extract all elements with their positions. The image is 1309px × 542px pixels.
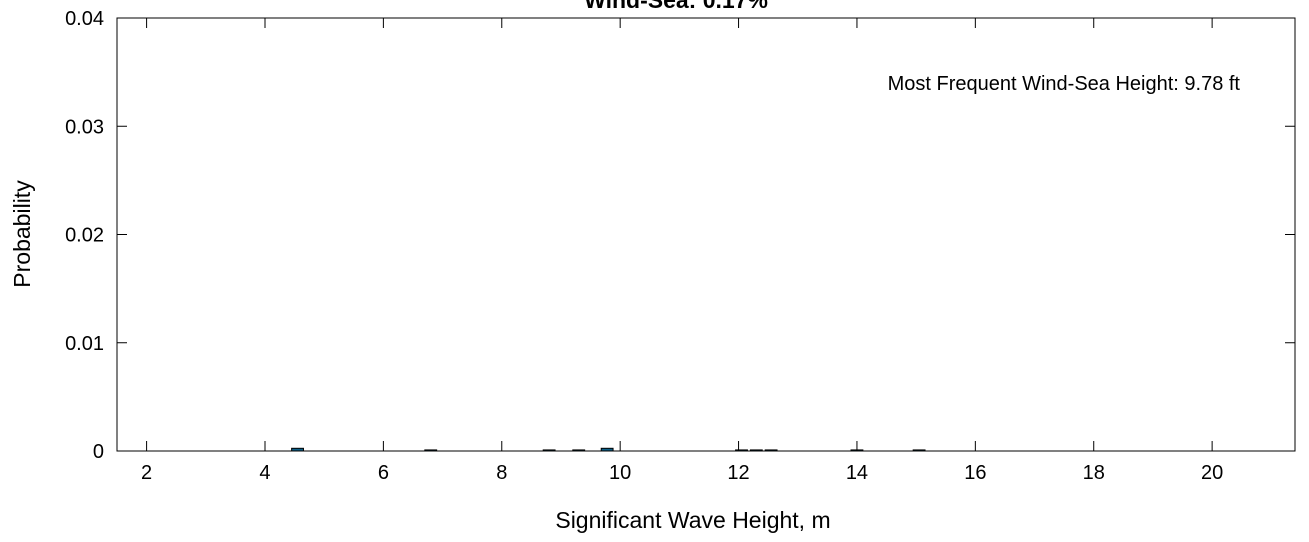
x-tick-label-4: 10	[609, 462, 631, 484]
x-tick-label-5: 12	[727, 462, 749, 484]
plot-area	[116, 17, 1296, 452]
plot-frame	[116, 17, 1296, 452]
y-axis-label: Probability	[9, 180, 35, 288]
y-tick-label-1: 0.01	[65, 333, 104, 355]
chart-title: Wind-Sea: 0.17%	[584, 0, 768, 13]
bar-3	[572, 449, 586, 452]
x-axis-label: Significant Wave Height, m	[555, 507, 830, 533]
annotation-most-frequent-height: Most Frequent Wind-Sea Height: 9.78 ft	[888, 73, 1241, 95]
x-tick-label-2: 6	[378, 462, 389, 484]
bar-5	[735, 449, 748, 452]
y-tick-label-3: 0.03	[65, 116, 104, 138]
x-tick-label-3: 8	[496, 462, 507, 484]
bar-7	[764, 449, 778, 452]
x-tick-label-9: 20	[1201, 462, 1223, 484]
bar-4	[600, 447, 614, 452]
bar-6	[749, 449, 763, 452]
y-tick-label-2: 0.02	[65, 225, 104, 247]
x-tick-label-8: 18	[1083, 462, 1105, 484]
x-tick-label-1: 4	[259, 462, 270, 484]
bars-layer	[291, 447, 926, 452]
bar-2	[542, 449, 556, 452]
bar-1	[424, 449, 438, 452]
bar-0	[291, 447, 304, 452]
bar-9	[912, 449, 926, 452]
y-tick-label-0: 0	[93, 441, 104, 463]
x-tick-label-0: 2	[141, 462, 152, 484]
x-tick-label-6: 14	[846, 462, 868, 484]
y-tick-label-4: 0.04	[65, 8, 104, 30]
x-tick-label-7: 16	[964, 462, 986, 484]
ticks-layer: 2 4 6 8 10 12 14 16 18 20 0 0.01 0.02 0.03 0.04	[65, 8, 1295, 484]
